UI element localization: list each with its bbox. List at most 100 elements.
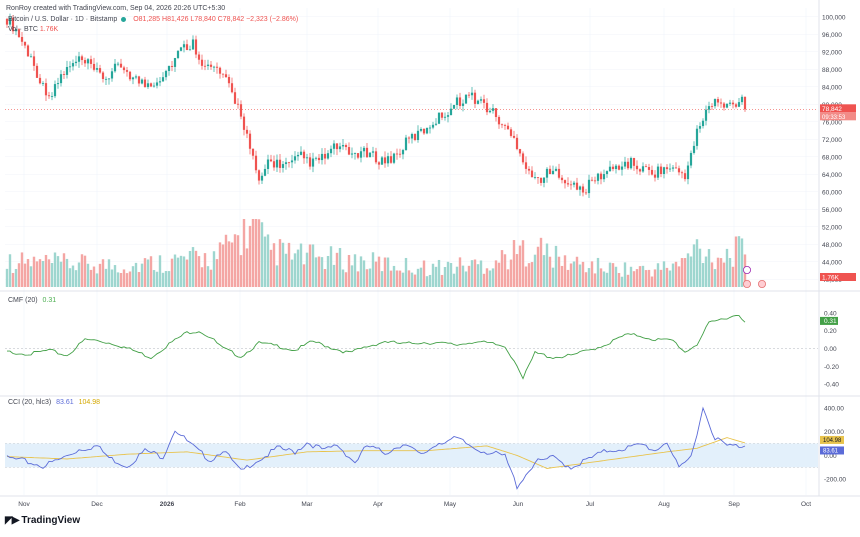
tradingview-logo[interactable]: ◤▶ TradingView [5, 515, 80, 526]
volume-bar [728, 258, 732, 287]
volume-bar [554, 245, 558, 287]
volume-bar [317, 256, 321, 287]
volume-bar [413, 274, 417, 287]
volume-legend[interactable]: Vol · BTC 1.76K [8, 25, 58, 34]
price-tick-label: 68,000 [822, 154, 842, 161]
candle-body [503, 125, 507, 126]
volume-bar [722, 262, 726, 287]
candle-body [533, 177, 537, 178]
volume-bar [131, 266, 135, 287]
candle-body [218, 67, 222, 74]
candle-body [737, 102, 741, 107]
volume-tag [820, 273, 856, 281]
volume-bar [464, 271, 468, 287]
volume-bar [326, 256, 330, 287]
candle-body [668, 168, 672, 170]
candle-body [149, 83, 153, 87]
candle-body [665, 167, 669, 170]
candle-body [659, 166, 663, 175]
candle-body [44, 83, 48, 96]
candle-body [14, 29, 18, 32]
candle-body [350, 153, 354, 155]
candle-body [161, 77, 165, 82]
volume-bar [371, 252, 375, 287]
volume-bar [86, 263, 90, 287]
volume-bar [383, 257, 387, 287]
volume-bar [17, 263, 21, 287]
event-markers[interactable] [743, 265, 767, 288]
volume-bar [272, 243, 276, 287]
candle-body [119, 63, 123, 68]
candle-body [605, 171, 609, 175]
price-tick-label: 52,000 [822, 224, 842, 231]
price-axis[interactable]: 100,00096,00092,00088,00084,00080,00076,… [820, 14, 856, 484]
candle-body [479, 99, 483, 101]
symbol-legend[interactable]: Bitcoin / U.S. Dollar · 1D · Bitstamp O8… [8, 15, 298, 24]
volume-bar [344, 272, 348, 287]
symbol-name[interactable]: Bitcoin / U.S. Dollar · 1D · Bitstamp [8, 16, 118, 23]
candle-body [104, 78, 108, 80]
cmf-legend[interactable]: CMF (20) 0.31 [8, 296, 56, 305]
candle-body [407, 137, 411, 139]
candle-body [506, 125, 510, 130]
candle-body [440, 112, 444, 118]
volume-bar [293, 253, 297, 287]
candle-body [257, 170, 261, 181]
chart-credit: RonRoy created with TradingView.com, Sep… [6, 5, 226, 12]
candle-body [197, 54, 201, 60]
candle-body [20, 36, 24, 42]
volume-bar [107, 259, 111, 287]
price-tick-label: 44,000 [822, 259, 842, 266]
cmf-tick-label: -0.40 [824, 382, 839, 389]
volume-bar [410, 272, 414, 287]
volume-bar [128, 271, 132, 287]
volume-bar [539, 237, 543, 287]
volume-bar [137, 272, 141, 287]
cci-legend[interactable]: CCI (20, hlc3) 83.61 104.98 [8, 398, 100, 407]
volume-bar [434, 266, 438, 287]
volume-bar [677, 266, 681, 287]
price-tick-label: 48,000 [822, 242, 842, 249]
candle-body [170, 65, 174, 67]
candle-body [371, 151, 375, 153]
volume-bar [548, 256, 552, 287]
volume-bar [200, 267, 204, 287]
candle-body [635, 165, 639, 170]
candle-body [152, 85, 156, 87]
candle-body [422, 128, 426, 134]
time-axis[interactable]: Nov Dec 2026 Feb Mar Apr May Jun Jul Aug Sep Oct [18, 501, 811, 508]
time-tick-label: Nov [18, 501, 30, 508]
time-tick-label: Jul [586, 501, 595, 508]
volume-bar [356, 271, 360, 287]
volume-bar [155, 271, 159, 287]
time-tick-label: Mar [301, 501, 313, 508]
tradingview-logo-icon: ◤▶ [5, 515, 19, 526]
volume-bar [488, 270, 492, 287]
candle-body [323, 153, 327, 159]
candle-body [662, 167, 666, 175]
candle-body [530, 170, 534, 178]
candle-body [263, 168, 267, 176]
candle-body [83, 60, 87, 64]
candle-body [458, 97, 462, 106]
volume-bar [695, 239, 699, 287]
volume-bar [638, 266, 642, 287]
volume-bar [266, 234, 270, 287]
candle-body [527, 168, 531, 171]
volume-bar [494, 260, 498, 287]
candle-body [509, 129, 513, 136]
candle-body [608, 166, 612, 172]
volume-bar [329, 246, 333, 287]
volume-bar [98, 263, 102, 287]
candle-body [473, 92, 477, 104]
volume-bar [179, 255, 183, 287]
candle-body [731, 102, 735, 105]
volume-bar [578, 264, 582, 287]
candle-body [629, 157, 633, 169]
candle-body [560, 177, 564, 181]
volume-bar [683, 258, 687, 287]
volume-bar [443, 267, 447, 287]
volume-bar [596, 257, 600, 287]
volume-bar [689, 256, 693, 287]
tradingview-logo-text: TradingView [21, 515, 81, 526]
